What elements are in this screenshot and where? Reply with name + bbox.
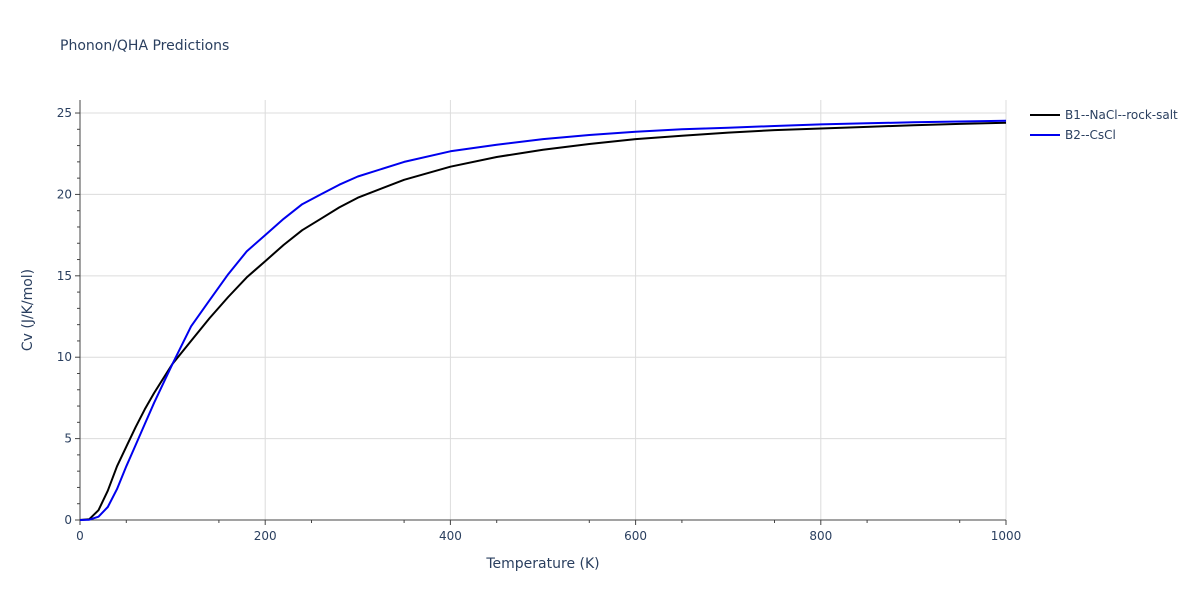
legend-item-2: B2--CsCl (1030, 128, 1116, 142)
x-tick-label: 1000 (991, 529, 1022, 543)
y-tick-label: 5 (64, 432, 72, 446)
legend-label: B1--NaCl--rock-salt (1065, 108, 1178, 122)
series-line-2 (79, 119, 1007, 521)
legend: B1--NaCl--rock-salt B2--CsCl (1030, 108, 1178, 142)
legend-item-1: B1--NaCl--rock-salt (1030, 108, 1178, 122)
x-tick-label: 200 (254, 529, 277, 543)
x-tick-label: 400 (439, 529, 462, 543)
axes-layer: 0 200 400 600 800 1000 0 5 10 15 20 25 (57, 100, 1022, 543)
y-tick-label: 10 (57, 350, 72, 364)
series-line-1 (79, 121, 1007, 521)
legend-label: B2--CsCl (1065, 128, 1116, 142)
y-axis-title: Cv (J/K/mol) (20, 269, 36, 351)
y-tick-label: 0 (64, 513, 72, 527)
x-tick-label: 0 (76, 529, 84, 543)
x-axis-title: Temperature (K) (485, 556, 599, 572)
y-tick-label: 20 (57, 187, 72, 201)
y-tick-label: 25 (57, 106, 72, 120)
grid-layer (80, 100, 1007, 520)
series-layer (79, 119, 1007, 521)
x-tick-label: 800 (809, 529, 832, 543)
y-tick-label: 15 (57, 269, 72, 283)
x-tick-label: 600 (624, 529, 647, 543)
chart-title: Phonon/QHA Predictions (60, 38, 229, 54)
